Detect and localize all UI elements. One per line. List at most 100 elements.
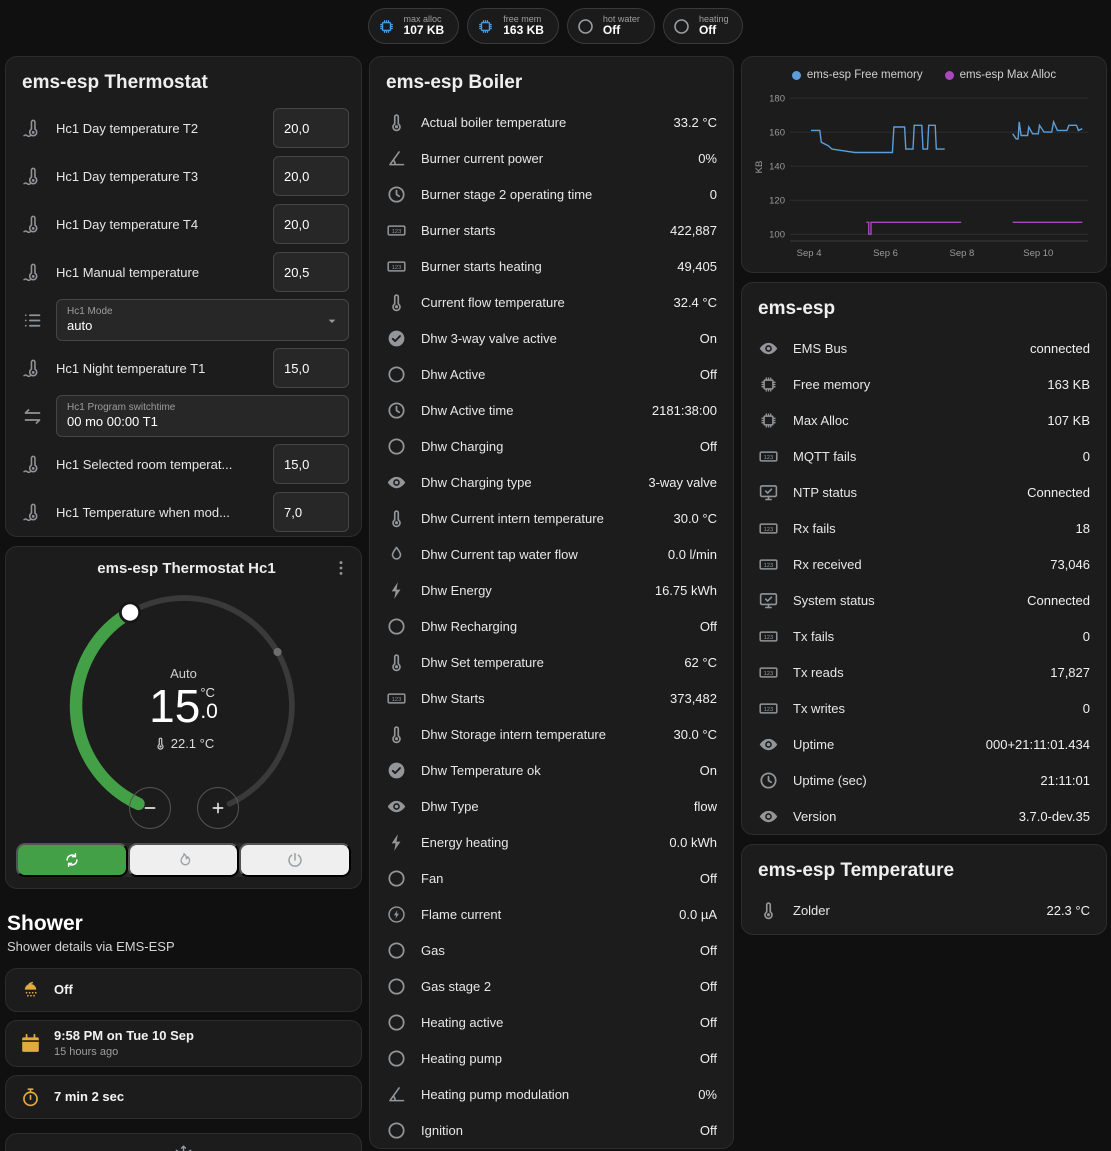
number-input[interactable]: 20,5 [273,252,349,292]
entity-row[interactable]: Max Alloc 107 KB [742,402,1106,438]
entity-row[interactable]: Dhw Current intern temperature 30.0 °C [370,500,733,536]
entity-value: 107 KB [1047,412,1090,428]
entity-row[interactable]: Actual boiler temperature 33.2 °C [370,104,733,140]
entity-row[interactable]: Heating pump modulation 0% [370,1076,733,1112]
entity-row[interactable]: Uptime 000+21:11:01.434 [742,726,1106,762]
entity-row[interactable]: Dhw Type flow [370,788,733,824]
svg-text:Sep 10: Sep 10 [1023,248,1053,259]
entity-row[interactable]: 123 Tx reads 17,827 [742,654,1106,690]
text-input[interactable]: Hc1 Program switchtime 00 mo 00:00 T1 [56,395,349,437]
svg-text:100: 100 [769,229,785,240]
entity-row[interactable]: 123 Burner starts 422,887 [370,212,733,248]
entity-row[interactable]: 123 Rx fails 18 [742,510,1106,546]
entity-row[interactable]: Dhw Recharging Off [370,608,733,644]
number-input[interactable]: 7,0 [273,492,349,532]
chart-legend: ems-esp Free memory ems-esp Max Alloc [752,65,1096,85]
entity-row[interactable]: 123 Tx writes 0 [742,690,1106,726]
config-row: Hc1 Selected room temperat... 15,0 [6,440,361,488]
entity-value: 30.0 °C [673,510,717,526]
entity-row[interactable]: Fan Off [370,860,733,896]
entity-row[interactable]: Dhw Energy 16.75 kWh [370,572,733,608]
legend-item[interactable]: ems-esp Free memory [791,69,923,81]
entity-row[interactable]: EMS Bus connected [742,330,1106,366]
entity-row[interactable]: Dhw Charging Off [370,428,733,464]
counter-icon: 123 [386,256,407,277]
entity-value: flow [693,798,717,814]
entity-row[interactable]: Dhw Active Off [370,356,733,392]
entity-label: Gas [421,942,445,958]
entity-row[interactable]: 123 MQTT fails 0 [742,438,1106,474]
entity-row[interactable]: Heating pump Off [370,1040,733,1076]
entity-label: Uptime (sec) [793,772,867,788]
entity-row[interactable]: Dhw Current tap water flow 0.0 l/min [370,536,733,572]
entity-row[interactable]: 123 Burner starts heating 49,405 [370,248,733,284]
entity-row[interactable]: Uptime (sec) 21:11:01 [742,762,1106,798]
number-input[interactable]: 20,0 [273,156,349,196]
badge-label: heating [698,13,729,24]
entity-row[interactable]: Gas stage 2 Off [370,968,733,1004]
entity-row[interactable]: Flame current 0.0 µA [370,896,733,932]
entity-row[interactable]: Burner current power 0% [370,140,733,176]
eye-icon [758,734,779,755]
svg-text:Sep 6: Sep 6 [873,248,898,259]
entity-row[interactable]: 123 Rx received 73,046 [742,546,1106,582]
number-input[interactable]: 20,0 [273,108,349,148]
circle-icon [386,364,407,385]
thermostat-dial[interactable]: Auto 15 °C .0 22.1 °C [59,581,309,831]
hvac-mode-flame-button[interactable] [127,843,240,877]
entity-row[interactable]: 123 Tx fails 0 [742,618,1106,654]
number-input[interactable]: 15,0 [273,348,349,388]
shower-tile[interactable]: 7 min 2 sec [5,1075,362,1120]
entity-row[interactable]: Dhw Active time 2181:38:00 [370,392,733,428]
entity-row[interactable]: Burner stage 2 operating time 0 [370,176,733,212]
entity-row[interactable]: NTP status Connected [742,474,1106,510]
shower-tile[interactable] [5,1133,362,1151]
entity-row[interactable]: System status Connected [742,582,1106,618]
entity-row[interactable]: Energy heating 0.0 kWh [370,824,733,860]
circle-icon [386,976,407,997]
water-pump-icon [386,544,407,565]
entity-row[interactable]: Free memory 163 KB [742,366,1106,402]
entity-row[interactable]: Version 3.7.0-dev.35 [742,798,1106,834]
entity-label: Burner starts [421,222,496,238]
status-badge[interactable]: max alloc 107 KB [367,8,460,44]
entity-row[interactable]: Dhw Storage intern temperature 30.0 °C [370,716,733,752]
select-input[interactable]: Hc1 Mode auto [56,299,349,341]
entity-value: Off [699,978,717,994]
entity-row[interactable]: Dhw Set temperature 62 °C [370,644,733,680]
entity-value: 0% [698,150,717,166]
entity-row[interactable]: 123 Dhw Starts 373,482 [370,680,733,716]
entity-row[interactable]: Ignition Off [370,1112,733,1148]
shower-icon [20,980,41,1001]
entity-row[interactable]: Gas Off [370,932,733,968]
counter-icon: 123 [758,446,779,467]
current-temp-marker [272,647,282,657]
shower-tile[interactable]: 9:58 PM on Tue 10 Sep 15 hours ago [5,1020,362,1068]
entity-row[interactable]: Heating active Off [370,1004,733,1040]
hvac-mode-auto-button[interactable] [16,843,128,877]
hvac-mode-power-button[interactable] [239,843,351,877]
circle-icon [672,17,691,36]
counter-icon: 123 [758,554,779,575]
entity-row[interactable]: Dhw Temperature ok On [370,752,733,788]
entity-row[interactable]: Dhw 3-way valve active On [370,320,733,356]
boiler-entity-list: Actual boiler temperature 33.2 °C Burner c… [370,104,733,1148]
status-badge[interactable]: free mem 163 KB [467,8,559,44]
temp-decrease-button[interactable] [128,787,171,829]
shower-tile[interactable]: Off [5,968,362,1012]
entity-row[interactable]: Zolder 22.3 °C [742,892,1106,928]
card-menu-button[interactable] [331,558,351,578]
number-input[interactable]: 20,0 [273,204,349,244]
legend-item[interactable]: ems-esp Max Alloc [944,69,1056,81]
temperature-controls [59,787,309,829]
status-badge[interactable]: heating Off [662,8,744,44]
entity-row[interactable]: Dhw Charging type 3-way valve [370,464,733,500]
entity-label: Version [793,808,837,824]
tile-text: Off [54,982,73,999]
entity-value: 373,482 [670,690,717,706]
number-input[interactable]: 15,0 [273,444,349,484]
entity-row[interactable]: Current flow temperature 32.4 °C [370,284,733,320]
status-badge[interactable]: hot water Off [566,8,655,44]
temp-increase-button[interactable] [196,787,239,829]
thermometer-water-icon [22,118,43,139]
